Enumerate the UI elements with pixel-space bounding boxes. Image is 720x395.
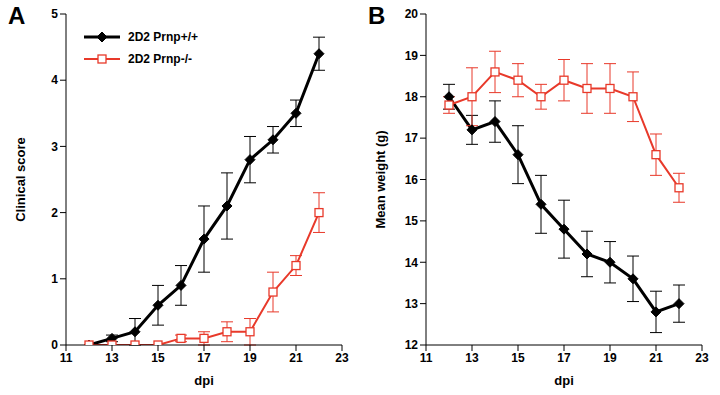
svg-text:0: 0 xyxy=(51,338,58,352)
svg-text:14: 14 xyxy=(405,256,419,270)
html-text:B: B xyxy=(368,2,386,29)
svg-text:15: 15 xyxy=(405,214,419,228)
svg-text:21: 21 xyxy=(649,351,663,365)
svg-text:23: 23 xyxy=(335,351,349,365)
svg-text:dpi: dpi xyxy=(194,373,214,388)
svg-text:Clinical score: Clinical score xyxy=(13,137,28,222)
svg-text:19: 19 xyxy=(243,351,257,365)
svg-text:12: 12 xyxy=(405,338,419,352)
html-text:2D2 Prnp+/+: 2D2 Prnp+/+ xyxy=(128,30,198,44)
svg-text:20: 20 xyxy=(405,7,419,21)
svg-text:dpi: dpi xyxy=(554,373,574,388)
svg-text:2: 2 xyxy=(51,206,58,220)
svg-text:15: 15 xyxy=(151,351,165,365)
svg-text:11: 11 xyxy=(420,351,433,365)
svg-text:19: 19 xyxy=(603,351,617,365)
html-text:A: A xyxy=(8,2,26,29)
svg-text:17: 17 xyxy=(557,351,571,365)
svg-text:19: 19 xyxy=(405,49,419,63)
svg-text:13: 13 xyxy=(465,351,479,365)
svg-text:16: 16 xyxy=(405,173,419,187)
html-text:2D2 Prnp-/-: 2D2 Prnp-/- xyxy=(128,52,192,66)
svg-text:17: 17 xyxy=(197,351,211,365)
svg-text:13: 13 xyxy=(405,297,419,311)
svg-text:17: 17 xyxy=(405,131,419,145)
svg-text:11: 11 xyxy=(60,351,73,365)
svg-text:1: 1 xyxy=(51,272,58,286)
svg-text:18: 18 xyxy=(405,90,419,104)
svg-text:Mean weight (g): Mean weight (g) xyxy=(373,130,388,228)
svg-text:13: 13 xyxy=(105,351,119,365)
svg-text:21: 21 xyxy=(289,351,303,365)
svg-text:4: 4 xyxy=(51,73,58,87)
svg-text:5: 5 xyxy=(51,7,58,21)
svg-text:15: 15 xyxy=(511,351,525,365)
svg-text:23: 23 xyxy=(695,351,709,365)
svg-text:3: 3 xyxy=(51,140,58,154)
